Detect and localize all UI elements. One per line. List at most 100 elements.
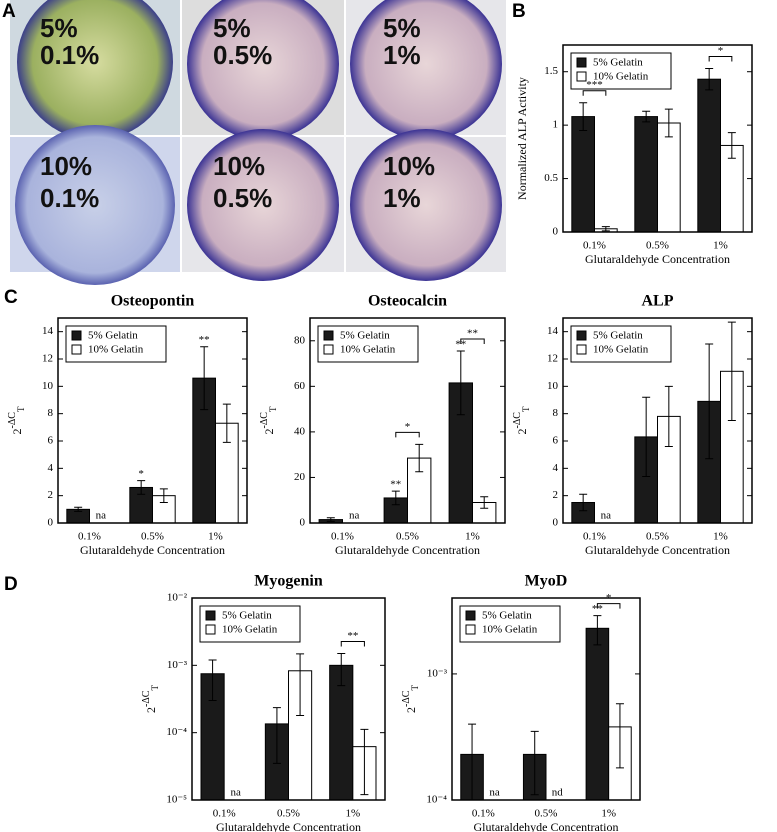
legend-box [199,605,301,643]
error-bar [415,443,424,473]
y-tick-label: 14 [547,325,559,337]
legend-box [570,52,672,90]
error-bar [137,480,146,495]
error-bar [530,730,539,796]
significance-label: ** [347,630,358,642]
error-bar [272,707,281,764]
significance-bracket [460,338,485,345]
error-bar [391,490,400,506]
y-label-sup: -ΔC [401,690,412,707]
bar [657,122,681,233]
legend-swatch [71,330,82,341]
y-axis-label: 2-ΔCT [141,685,160,713]
error-bar [727,132,736,159]
legend-label: 5% Gelatin [88,330,138,342]
y-axis-label: 2-ΔCT [512,406,531,434]
y-tick-label: 20 [294,471,306,483]
y-tick-label: 0 [553,517,559,529]
y-label-sup: -ΔC [512,412,523,429]
significance-bracket [340,640,365,647]
y-label-sub: T [150,685,160,691]
error-bar [705,68,714,91]
plot-frame [451,597,641,801]
y-tick-label: 4 [553,462,559,474]
x-tick-label: 0.1% [213,808,236,820]
x-axis-label: Glutaraldehyde Concentration [585,252,730,266]
x-tick-label: 0.5% [277,808,300,820]
x-tick-label: 1% [713,531,728,543]
y-tick-label: 8 [48,407,54,419]
well-gelatin: 10% [383,151,435,181]
y-tick-label: 0 [300,517,306,529]
well-glutaraldehyde: 0.1% [40,40,99,70]
well-photos [10,0,506,285]
missing-label: na [601,510,612,522]
error-bar [579,102,588,131]
well [15,125,175,285]
well-glutaraldehyde: 1% [383,183,421,213]
error-bar [664,385,673,447]
y-tick-label: 40 [294,425,306,437]
error-bar [664,108,673,138]
plot-frame [309,317,506,524]
error-bar [642,396,651,478]
error-bar [642,110,651,123]
legend-label: 10% Gelatin [593,71,649,83]
y-tick-label: 4 [48,462,54,474]
error-bar [360,728,369,796]
legend-label: 5% Gelatin [482,610,532,622]
plot-frame [191,597,386,801]
chart-title: Myogenin [254,573,323,590]
y-tick-label: 0 [553,226,559,238]
well-glutaraldehyde: 0.5% [213,183,272,213]
y-tick-label: 1.5 [544,65,558,77]
x-tick-label: 1% [713,240,728,252]
plot-frame [57,317,248,524]
y-label-base: 2 [404,707,418,713]
x-tick-label: 1% [345,808,360,820]
panel-label: C [4,287,18,308]
error-bar [579,493,588,512]
y-tick-label: 10⁻⁵ [166,794,187,806]
error-bar [200,346,209,411]
x-axis-label: Glutaraldehyde Concentration [335,543,480,557]
panel-label: A [2,1,16,22]
y-tick-label: 10⁻⁴ [426,794,447,806]
error-bar [296,653,305,716]
y-tick-label: 10 [547,380,559,392]
legend-label: 5% Gelatin [593,57,643,69]
missing-label: na [96,510,107,522]
y-axis-label: 2-ΔCT [401,685,420,713]
x-axis-label: Glutaraldehyde Concentration [216,820,361,832]
well-gelatin: 5% [213,13,251,43]
missing-label: nd [552,787,564,799]
chart-title: ALP [642,293,674,310]
y-tick-label: 12 [42,353,53,365]
error-bar [208,659,217,702]
legend-label: 10% Gelatin [593,344,649,356]
well [187,0,339,140]
y-label-sub: T [410,685,420,691]
significance-label: *** [586,79,603,91]
chart-title: Osteopontin [111,293,195,310]
x-tick-label: 1% [208,531,223,543]
y-tick-label: 10⁻⁴ [166,726,187,738]
y-label-sub: T [521,406,531,412]
well-gelatin: 10% [40,151,92,181]
plot-frame [562,44,753,233]
y-tick-label: 14 [42,325,54,337]
y-label-base: 2 [515,428,529,434]
legend-box [317,325,419,363]
legend-swatch [323,330,334,341]
x-tick-label: 0.5% [396,531,419,543]
x-tick-label: 0.1% [331,531,354,543]
x-tick-label: 0.5% [646,531,669,543]
significance-bracket [596,603,621,609]
legend-label: 5% Gelatin [222,610,272,622]
y-axis-label: Normalized ALP Activity [515,77,529,200]
x-tick-label: 0.1% [78,531,101,543]
error-bar [337,652,346,687]
x-axis-label: Glutaraldehyde Concentration [585,543,730,557]
missing-label: na [489,787,500,799]
x-tick-label: 1% [601,808,616,820]
